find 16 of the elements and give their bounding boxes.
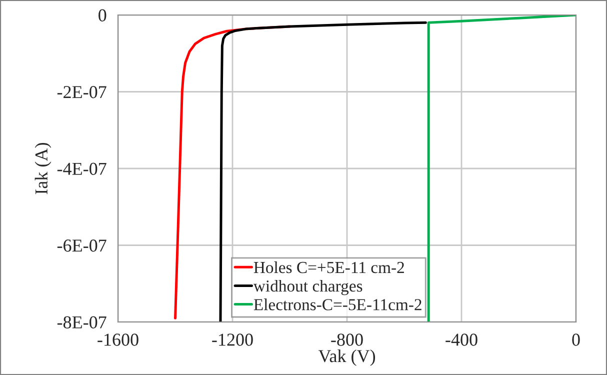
y-tick-label: 0 [98,9,106,22]
y-tick-label: -8E-07 [57,316,106,328]
x-tick-label: -1600 [98,334,138,346]
legend-label: widhout charges [253,280,362,296]
legend-label: Electrons-C=-5E-11cm-2 [254,298,422,310]
y-tick-label: -2E-07 [57,86,106,98]
x-tick-label: -400 [446,334,478,346]
x-tick-label: -800 [331,334,363,346]
x-tick-label: 0 [572,334,580,346]
legend-label: Holes C=+5E-11 cm-2 [254,261,404,274]
y-tick-label: -4E-07 [57,162,106,175]
y-tick-label: -6E-07 [57,240,106,252]
x-tick-label: -1200 [212,334,253,346]
line-series [219,21,427,322]
x-axis-title: Vak (V) [318,349,376,366]
y-axis-title: Iak (A) [34,142,52,194]
